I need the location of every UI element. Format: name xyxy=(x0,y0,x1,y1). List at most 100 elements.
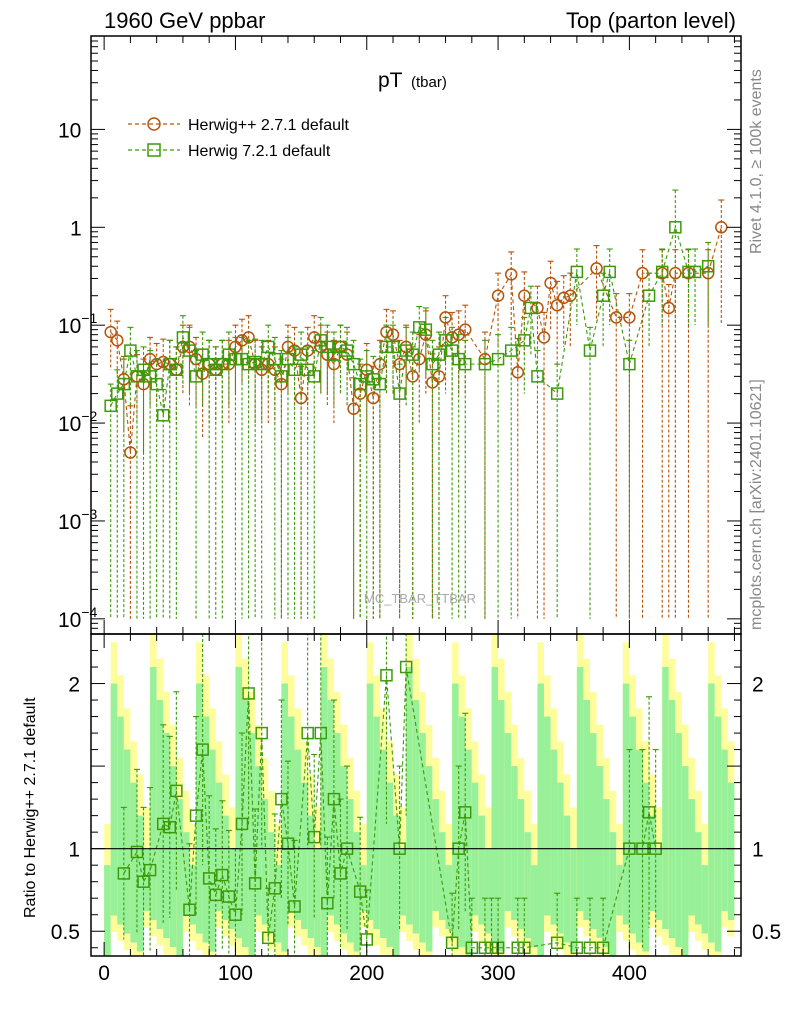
band-inner xyxy=(327,700,334,916)
data-point-square xyxy=(524,301,538,315)
data-point-circle xyxy=(511,366,525,379)
band-inner xyxy=(708,683,715,943)
data-point-square xyxy=(156,409,170,422)
band-inner xyxy=(248,733,256,956)
band-inner xyxy=(360,865,367,911)
data-point-square xyxy=(583,344,597,357)
data-point-circle xyxy=(432,370,446,383)
data-point-square xyxy=(183,903,196,917)
y-tick-exponent: −3 xyxy=(81,506,97,522)
band-inner xyxy=(242,700,249,947)
y-tick-exponent: −4 xyxy=(81,604,97,620)
band-inner xyxy=(130,782,137,943)
band-inner xyxy=(215,782,223,911)
data-point-square xyxy=(307,830,321,844)
band-inner xyxy=(412,700,420,934)
data-point-square xyxy=(216,868,229,882)
band-inner xyxy=(452,683,459,938)
y-tick-label: 10−2 xyxy=(58,408,98,436)
data-point-square xyxy=(104,399,117,413)
band-inner xyxy=(635,749,643,943)
band-inner xyxy=(393,815,400,956)
data-point-square xyxy=(275,370,288,383)
band-inner xyxy=(314,848,321,947)
side-text-mcplots: mcplots.cern.ch [arXiv:2401.10621] xyxy=(748,379,765,630)
data-point-square xyxy=(117,867,131,880)
data-point-square xyxy=(111,387,124,400)
band-inner xyxy=(419,733,426,943)
band-inner xyxy=(629,716,636,934)
data-point-square xyxy=(130,845,144,859)
band-inner xyxy=(550,749,558,925)
data-point-square xyxy=(393,387,406,400)
band-inner xyxy=(491,667,499,943)
band-inner xyxy=(688,799,696,916)
band-inner xyxy=(235,667,243,938)
data-point-square xyxy=(445,344,459,357)
band-inner xyxy=(465,749,472,956)
data-point-square xyxy=(688,265,702,279)
data-point-square xyxy=(314,726,328,740)
data-point-square xyxy=(143,370,157,383)
data-point-square xyxy=(373,377,387,391)
data-point-square xyxy=(334,867,347,880)
data-point-square xyxy=(399,660,413,674)
data-point-square xyxy=(386,340,400,354)
data-point-square xyxy=(156,817,170,831)
data-point-square xyxy=(170,363,183,377)
band-inner xyxy=(563,815,571,943)
data-point-square xyxy=(419,323,433,336)
data-point-circle xyxy=(491,289,505,302)
data-point-square xyxy=(262,340,275,354)
data-point-circle xyxy=(288,344,301,357)
band-inner xyxy=(301,782,308,929)
band-inner xyxy=(136,815,144,952)
data-point-square xyxy=(550,936,564,950)
band-inner xyxy=(530,865,538,947)
series-line xyxy=(110,225,709,416)
band-inner xyxy=(150,667,157,920)
band-inner xyxy=(675,733,682,947)
data-point-circle xyxy=(360,363,374,377)
data-point-square xyxy=(655,265,669,279)
data-point-square xyxy=(478,357,492,371)
uncertainty-bands xyxy=(104,634,735,956)
data-point-square xyxy=(511,941,525,954)
legend: Herwig++ 2.7.1 default Herwig 7.2.1 defa… xyxy=(128,117,350,160)
ratio-y-tick-label-right: 0.5 xyxy=(752,921,781,944)
chart-title-sub: (tbar) xyxy=(411,74,447,91)
data-point-square xyxy=(150,377,163,391)
data-point-square xyxy=(642,289,656,302)
data-point-circle xyxy=(189,352,203,366)
data-point-square xyxy=(196,348,209,361)
band-inner xyxy=(255,766,262,916)
data-point-square xyxy=(301,363,314,377)
data-point-circle xyxy=(662,301,676,315)
data-point-circle xyxy=(124,446,137,459)
data-point-square xyxy=(268,882,282,895)
band-inner xyxy=(425,766,433,952)
band-inner xyxy=(333,733,341,925)
band-inner xyxy=(222,815,229,920)
data-point-square xyxy=(275,792,288,806)
ratio-plot xyxy=(117,634,662,956)
band-inner xyxy=(662,667,669,929)
data-point-square xyxy=(485,941,498,954)
band-inner xyxy=(281,683,288,952)
band-inner xyxy=(517,799,525,929)
data-point-square xyxy=(491,352,505,366)
band-inner xyxy=(478,815,485,925)
data-point-square xyxy=(235,817,249,831)
y-tick-label: 1 xyxy=(70,217,82,240)
data-point-square xyxy=(603,265,616,279)
ratio-y-tick-label: 2 xyxy=(68,674,80,697)
band-inner xyxy=(458,716,466,947)
data-point-square xyxy=(518,334,531,347)
data-point-square xyxy=(248,877,262,890)
band-inner xyxy=(438,832,446,920)
band-inner xyxy=(123,749,131,934)
band-inner xyxy=(189,865,197,925)
band-inner xyxy=(484,848,492,934)
data-point-square xyxy=(334,340,347,354)
